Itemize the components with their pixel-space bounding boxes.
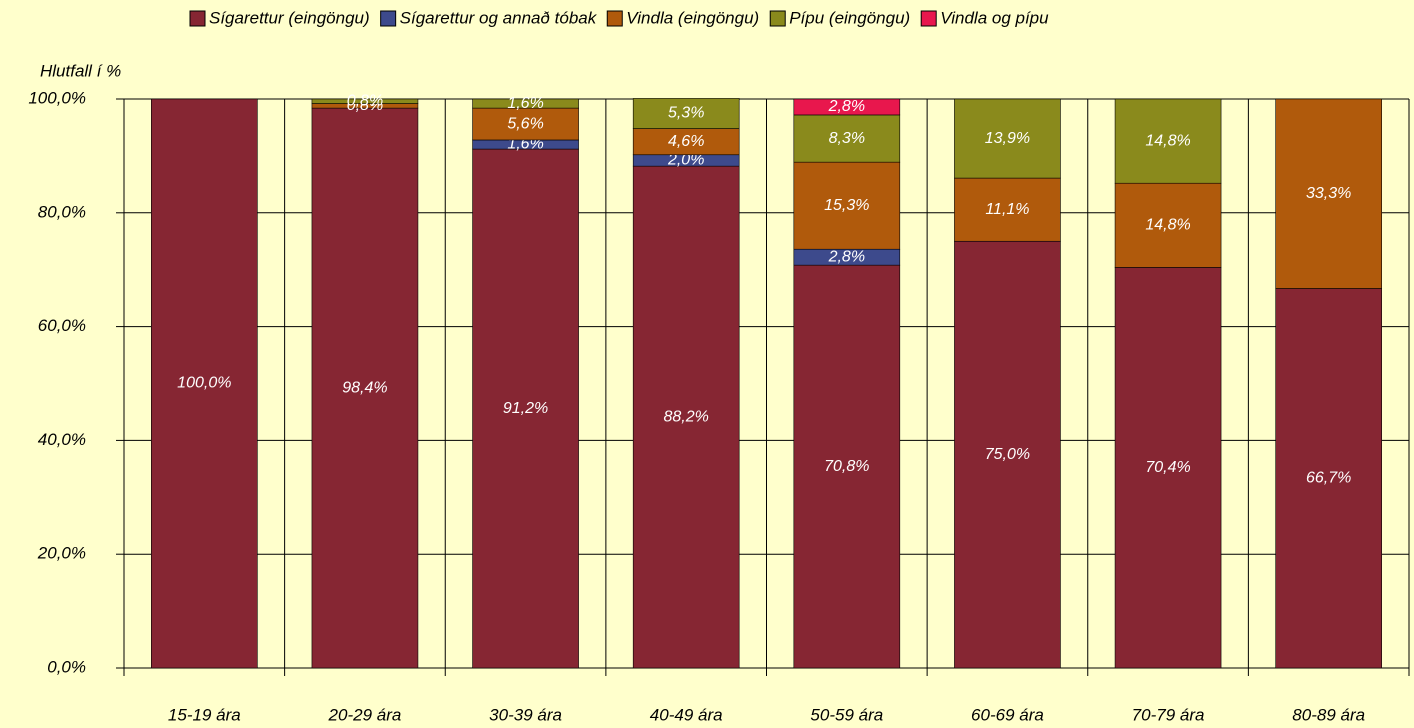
bar-segment — [632, 128, 740, 156]
legend-swatch — [920, 10, 937, 27]
legend-label: Sígarettur og annað tóbak — [400, 8, 598, 27]
y-tick-label: 40,0% — [38, 430, 86, 449]
data-label: 11,1% — [985, 201, 1029, 218]
data-label: 5,3% — [668, 105, 704, 122]
bar-segment — [793, 161, 901, 250]
bar-segment — [311, 107, 419, 669]
x-tick-label: 70-79 ára — [1132, 705, 1205, 724]
data-label: 70,4% — [1145, 459, 1190, 476]
data-label: 4,6% — [668, 133, 704, 150]
bar-segment — [472, 148, 579, 669]
data-label: 14,8% — [1145, 217, 1190, 234]
bar-segment — [151, 98, 258, 669]
bar-segment — [1114, 98, 1222, 184]
data-label: 91,2% — [503, 400, 548, 417]
x-tick-label: 50-59 ára — [810, 705, 883, 724]
y-tick-label: 0,0% — [47, 657, 86, 676]
bar-segment — [1114, 182, 1222, 268]
data-label: 8,3% — [829, 130, 865, 147]
y-tick-label: 100,0% — [28, 88, 86, 107]
bar-segment — [1275, 288, 1382, 669]
legend-swatch — [189, 10, 206, 27]
bar-segment — [472, 98, 579, 109]
x-tick-label: 30-39 ára — [489, 705, 562, 724]
bar-segment — [1114, 267, 1222, 669]
x-tick-label: 15-19 ára — [168, 705, 241, 724]
data-label: 66,7% — [1306, 469, 1351, 486]
legend-swatch — [769, 10, 786, 27]
data-label: 2,0% — [667, 152, 704, 169]
x-tick-label: 80-89 ára — [1292, 705, 1365, 724]
legend-label: Sígarettur (eingöngu) — [209, 8, 370, 27]
legend-label: Pípu (eingöngu) — [789, 8, 910, 27]
data-label: 14,8% — [1145, 132, 1190, 149]
data-label: 1,6% — [507, 95, 543, 112]
y-tick-label: 20,0% — [37, 544, 86, 563]
bar-segment — [793, 264, 901, 669]
legend-swatch — [380, 10, 397, 27]
bar-segment — [472, 107, 579, 141]
legend-label: Vindla og pípu — [940, 8, 1049, 27]
bar-segment — [793, 98, 901, 116]
y-tick-label: 60,0% — [38, 316, 86, 335]
x-tick-label: 20-29 ára — [328, 705, 402, 724]
bar-segment — [311, 98, 419, 104]
bar-segment — [954, 98, 1061, 179]
bar-segment — [1275, 98, 1382, 289]
data-label: 2,8% — [828, 98, 865, 115]
data-label: 75,0% — [985, 446, 1030, 463]
legend-label: Vindla (eingöngu) — [626, 8, 759, 27]
bar-segment — [793, 114, 901, 163]
data-label: 5,6% — [507, 115, 543, 132]
legend-swatch — [606, 10, 623, 27]
y-axis-label: Hlutfall í % — [40, 61, 121, 80]
data-label: 13,9% — [985, 130, 1030, 147]
bar-segment — [632, 165, 740, 669]
x-tick-label: 40-49 ára — [650, 705, 723, 724]
x-tick-label: 60-69 ára — [971, 705, 1044, 724]
data-label: 33,3% — [1306, 185, 1351, 202]
y-tick-label: 80,0% — [38, 202, 86, 221]
data-label: 0,8% — [347, 92, 383, 109]
data-label: 70,8% — [824, 458, 869, 475]
data-label: 98,4% — [342, 379, 387, 396]
data-label: 15,3% — [824, 197, 869, 214]
data-label: 100,0% — [177, 375, 231, 392]
bar-segment — [954, 240, 1061, 669]
data-label: 2,8% — [828, 248, 865, 265]
data-label: 88,2% — [664, 408, 709, 425]
bar-segment — [632, 98, 740, 129]
